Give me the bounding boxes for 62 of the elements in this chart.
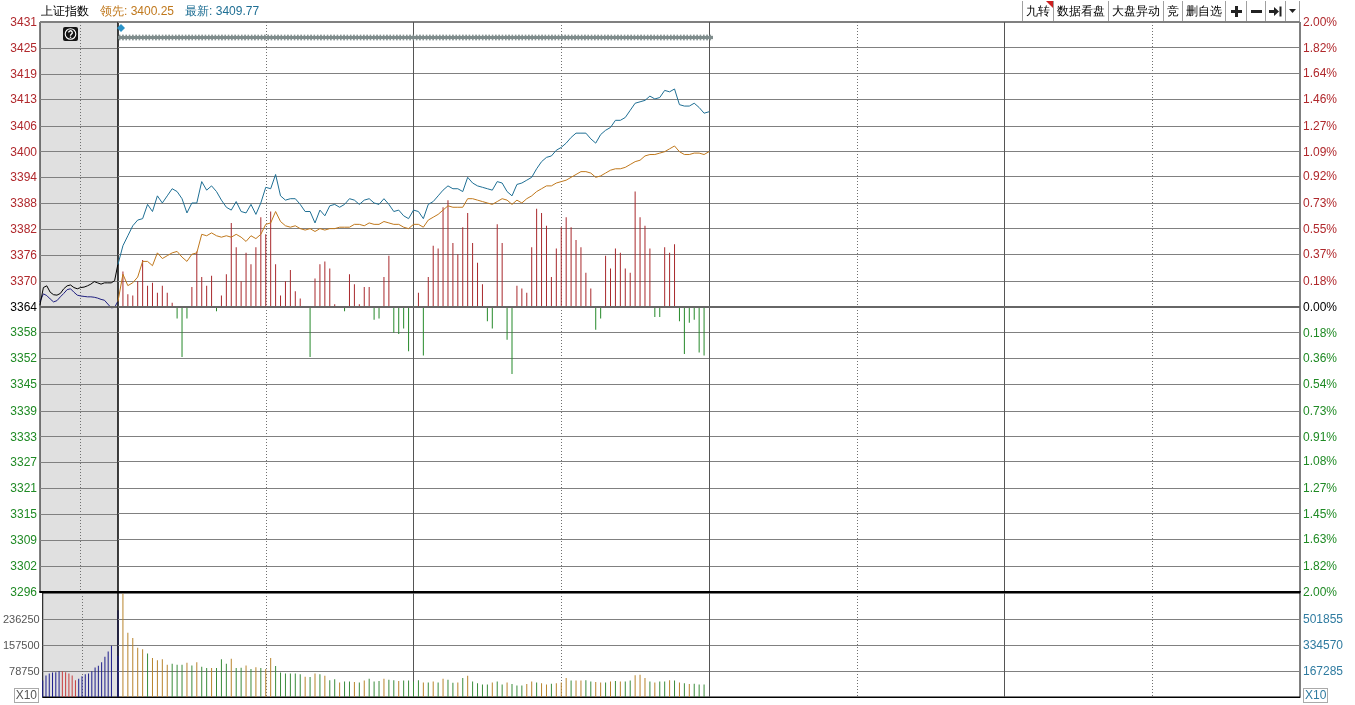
- y2-tick-label: 167285: [1303, 664, 1344, 678]
- y2-tick-label: 501855: [1303, 612, 1344, 626]
- y2-tick-label: 0.55%: [1303, 221, 1338, 236]
- chart-title: 上证指数: [41, 4, 89, 18]
- y-tick-label: 78750: [9, 665, 40, 677]
- y2-tick-label: 0.00%: [1303, 300, 1338, 314]
- button: 数据看盘: [1054, 1, 1109, 21]
- y-tick-label: 3345: [10, 377, 38, 392]
- y-tick-label: 3382: [10, 222, 38, 237]
- y2-tick-label: 1.27%: [1303, 480, 1338, 495]
- y2-tick-label: 1.82%: [1303, 40, 1338, 55]
- y2-tick-label: 0.54%: [1303, 376, 1338, 391]
- y-tick-label: 3425: [10, 40, 38, 55]
- y2-tick-label: 0.92%: [1303, 168, 1338, 183]
- y2-tick-label: 1.27%: [1303, 119, 1338, 134]
- text: 最新: 3409.77: [185, 4, 260, 18]
- y-tick-label: 3419: [10, 67, 38, 82]
- y-tick-label: 3315: [10, 507, 38, 522]
- button: 竞: [1164, 1, 1183, 21]
- y2-tick-label: 1.09%: [1303, 144, 1338, 159]
- text: X10: [13, 688, 39, 703]
- y2-tick-label: 0.37%: [1303, 247, 1338, 262]
- y2-tick-label: 0.18%: [1303, 325, 1338, 340]
- y-tick-label: 3339: [10, 403, 38, 418]
- y-tick-label: 3370: [10, 274, 38, 289]
- y2-tick-label: 1.82%: [1303, 559, 1338, 574]
- y2-tick-label: 0.91%: [1303, 429, 1338, 444]
- button: 大盘异动: [1109, 1, 1164, 21]
- text: X10: [1303, 688, 1329, 703]
- y2-tick-label: 0.18%: [1303, 274, 1338, 289]
- y-tick-label: 3376: [10, 248, 38, 263]
- button: 九转: [1023, 1, 1054, 21]
- y2-tick-label: 1.63%: [1303, 532, 1338, 547]
- y2-tick-label: 0.73%: [1303, 404, 1338, 419]
- text: 领先: 3400.25: [100, 4, 175, 18]
- y-tick-label: 3400: [10, 144, 38, 159]
- y-tick-label: 3394: [10, 170, 38, 185]
- y-tick-label: 3296: [10, 585, 38, 599]
- y2-tick-label: 0.73%: [1303, 195, 1338, 210]
- y2-tick-label: 334570: [1303, 638, 1344, 652]
- y-tick-label: 3302: [10, 559, 38, 574]
- y2-tick-label: 1.64%: [1303, 66, 1338, 81]
- y-tick-label: 3431: [10, 15, 38, 29]
- y-tick-label: 236250: [2, 613, 40, 625]
- y-tick-label: 3388: [10, 196, 38, 211]
- y-tick-label: 3327: [10, 455, 38, 470]
- y2-tick-label: 1.46%: [1303, 91, 1338, 106]
- y-tick-label: 3413: [10, 92, 38, 107]
- y2-tick-label: 2.00%: [1303, 15, 1338, 29]
- y-tick-label: 3364: [10, 300, 38, 314]
- y-tick-label: 3406: [10, 118, 38, 133]
- y2-tick-label: 1.08%: [1303, 453, 1338, 468]
- y-tick-label: 157500: [2, 639, 40, 651]
- y2-tick-label: 0.36%: [1303, 351, 1338, 366]
- y-tick-label: 3309: [10, 532, 38, 547]
- y-tick-label: 3333: [10, 429, 38, 444]
- y2-tick-label: 2.00%: [1303, 585, 1338, 599]
- y-tick-label: 3321: [10, 481, 38, 496]
- y-tick-label: 3358: [10, 325, 38, 340]
- y2-tick-label: 1.45%: [1303, 506, 1338, 521]
- button: 删自选: [1183, 1, 1226, 21]
- y-tick-label: 3352: [10, 350, 38, 365]
